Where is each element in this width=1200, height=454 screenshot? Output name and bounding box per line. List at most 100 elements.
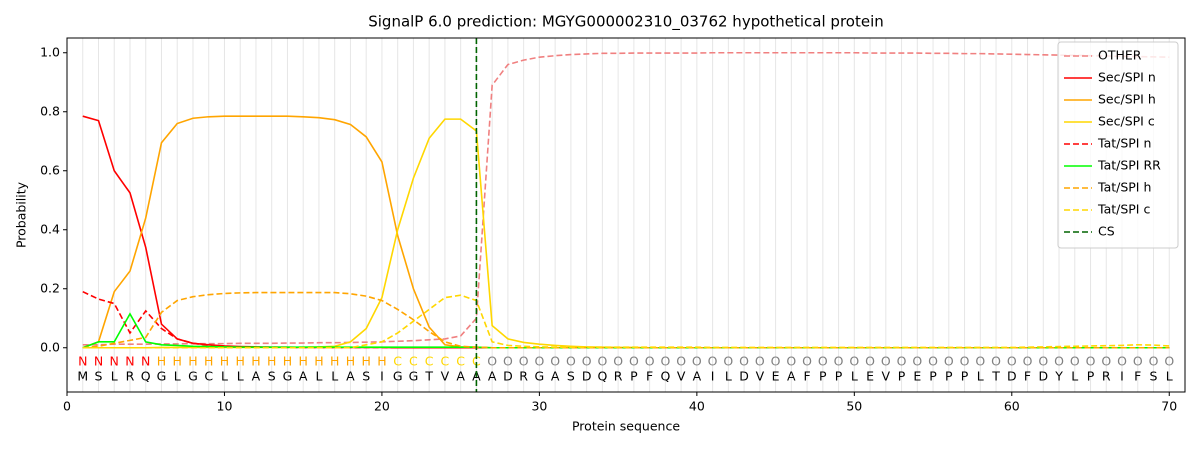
region-label: O	[676, 354, 686, 369]
region-label: O	[991, 354, 1001, 369]
region-label: H	[188, 354, 197, 369]
legend-label: Sec/SPI n	[1098, 70, 1156, 85]
x-axis-label: Protein sequence	[572, 419, 680, 434]
series-line	[82, 115, 1170, 349]
region-label: H	[314, 354, 323, 369]
legend-label: CS	[1098, 224, 1115, 239]
residue: D	[739, 369, 749, 384]
region-label: H	[346, 354, 355, 369]
residue: F	[646, 369, 653, 384]
residue: E	[913, 369, 921, 384]
region-label: O	[487, 354, 497, 369]
region-label: O	[1054, 354, 1064, 369]
region-label: H	[330, 354, 339, 369]
region-label: H	[283, 354, 292, 369]
y-tick-label: 0.8	[40, 103, 60, 118]
region-label: O	[645, 354, 655, 369]
region-label: C	[409, 354, 418, 369]
residue: S	[362, 369, 370, 384]
region-label: O	[1133, 354, 1143, 369]
residue: S	[567, 369, 575, 384]
region-label: H	[204, 354, 213, 369]
residue: L	[315, 369, 322, 384]
legend-label: OTHER	[1098, 48, 1142, 63]
residue: D	[1007, 369, 1017, 384]
region-label: O	[1023, 354, 1033, 369]
series-line	[82, 291, 1170, 349]
x-tick-label: 20	[374, 399, 390, 414]
residue: F	[803, 369, 810, 384]
region-label: H	[157, 354, 166, 369]
residue: V	[756, 369, 765, 384]
region-label: O	[1117, 354, 1127, 369]
residue: A	[787, 369, 796, 384]
region-label: O	[692, 354, 702, 369]
legend-label: Tat/SPI RR	[1097, 158, 1161, 173]
residue: T	[424, 369, 433, 384]
region-label: O	[503, 354, 513, 369]
plot-frame	[66, 37, 1186, 393]
legend-label: Tat/SPI c	[1097, 202, 1150, 217]
region-label: H	[220, 354, 229, 369]
region-label: O	[613, 354, 623, 369]
residue: I	[380, 369, 384, 384]
residue: S	[95, 369, 103, 384]
residue: F	[1024, 369, 1031, 384]
x-tick-label: 50	[846, 399, 862, 414]
region-label: O	[597, 354, 607, 369]
region-label: H	[298, 354, 307, 369]
residue: L	[1166, 369, 1173, 384]
residue: A	[551, 369, 560, 384]
residue: P	[961, 369, 969, 384]
region-label: O	[1149, 354, 1159, 369]
residue: V	[441, 369, 450, 384]
y-tick-label: 0.6	[40, 162, 60, 177]
region-label: O	[755, 354, 765, 369]
legend-label: Tat/SPI h	[1097, 180, 1151, 195]
residue: L	[237, 369, 244, 384]
x-tick-label: 10	[217, 399, 233, 414]
residue: A	[488, 369, 497, 384]
chart-title: SignalP 6.0 prediction: MGYG000002310_03…	[368, 13, 884, 32]
residue: D	[1038, 369, 1048, 384]
region-label: O	[519, 354, 529, 369]
legend-label: Sec/SPI c	[1098, 114, 1155, 129]
legend-label: Tat/SPI n	[1097, 136, 1151, 151]
residue: L	[725, 369, 732, 384]
region-label: H	[361, 354, 370, 369]
region-label: H	[267, 354, 276, 369]
region-label: O	[818, 354, 828, 369]
residue: R	[614, 369, 623, 384]
region-label: C	[425, 354, 434, 369]
residue: V	[882, 369, 891, 384]
residue: P	[835, 369, 843, 384]
region-label: H	[377, 354, 386, 369]
residue: R	[1102, 369, 1111, 384]
residue: I	[711, 369, 715, 384]
region-label: O	[928, 354, 938, 369]
x-tick-label: 40	[689, 399, 705, 414]
region-label: N	[110, 354, 119, 369]
residue: L	[851, 369, 858, 384]
region-label: O	[960, 354, 970, 369]
series-line	[82, 118, 1170, 349]
region-label: H	[173, 354, 182, 369]
x-tick-label: 0	[63, 399, 71, 414]
region-label: C	[441, 354, 450, 369]
y-tick-label: 0.2	[40, 280, 60, 295]
residue: G	[188, 369, 198, 384]
residue: L	[331, 369, 338, 384]
region-label: O	[1038, 354, 1048, 369]
region-label: O	[975, 354, 985, 369]
residue: P	[1087, 369, 1095, 384]
region-label: O	[802, 354, 812, 369]
residue: P	[929, 369, 937, 384]
residue: F	[1134, 369, 1141, 384]
residue: Q	[597, 369, 607, 384]
region-label: O	[912, 354, 922, 369]
residue: P	[819, 369, 827, 384]
x-tick-label: 60	[1004, 399, 1020, 414]
region-label: N	[94, 354, 103, 369]
region-label: O	[1007, 354, 1017, 369]
